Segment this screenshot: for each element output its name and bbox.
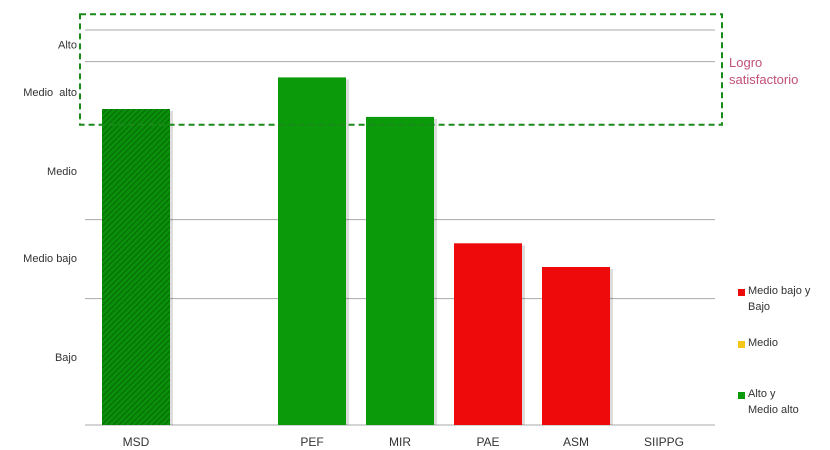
legend-swatch: [738, 392, 745, 399]
bar: [454, 243, 522, 425]
legend-label: Medio: [748, 337, 778, 349]
y-tick-label: Medio alto: [23, 87, 77, 99]
y-tick-label: Alto: [58, 40, 77, 52]
bar: [102, 109, 170, 425]
legend-label: Alto y Medio alto: [748, 388, 799, 416]
x-tick-label: SIIPPG: [644, 435, 684, 449]
x-tick-label: MSD: [123, 435, 150, 449]
annotation-text: Logro satisfactorio: [729, 55, 799, 88]
y-tick-label: Medio: [47, 166, 77, 178]
y-tick-label: Medio bajo: [23, 253, 77, 265]
legend-label: Medio bajo y Bajo: [748, 285, 811, 313]
bar: [542, 267, 610, 425]
annotation-box: [79, 13, 723, 126]
x-tick-label: ASM: [563, 435, 589, 449]
x-tick-label: PEF: [300, 435, 323, 449]
y-tick-label: Bajo: [55, 352, 77, 364]
legend-swatch: [738, 341, 745, 348]
legend-swatch: [738, 289, 745, 296]
bar: [366, 116, 434, 426]
x-tick-label: PAE: [476, 435, 499, 449]
bar: [278, 77, 346, 426]
x-tick-label: MIR: [389, 435, 411, 449]
